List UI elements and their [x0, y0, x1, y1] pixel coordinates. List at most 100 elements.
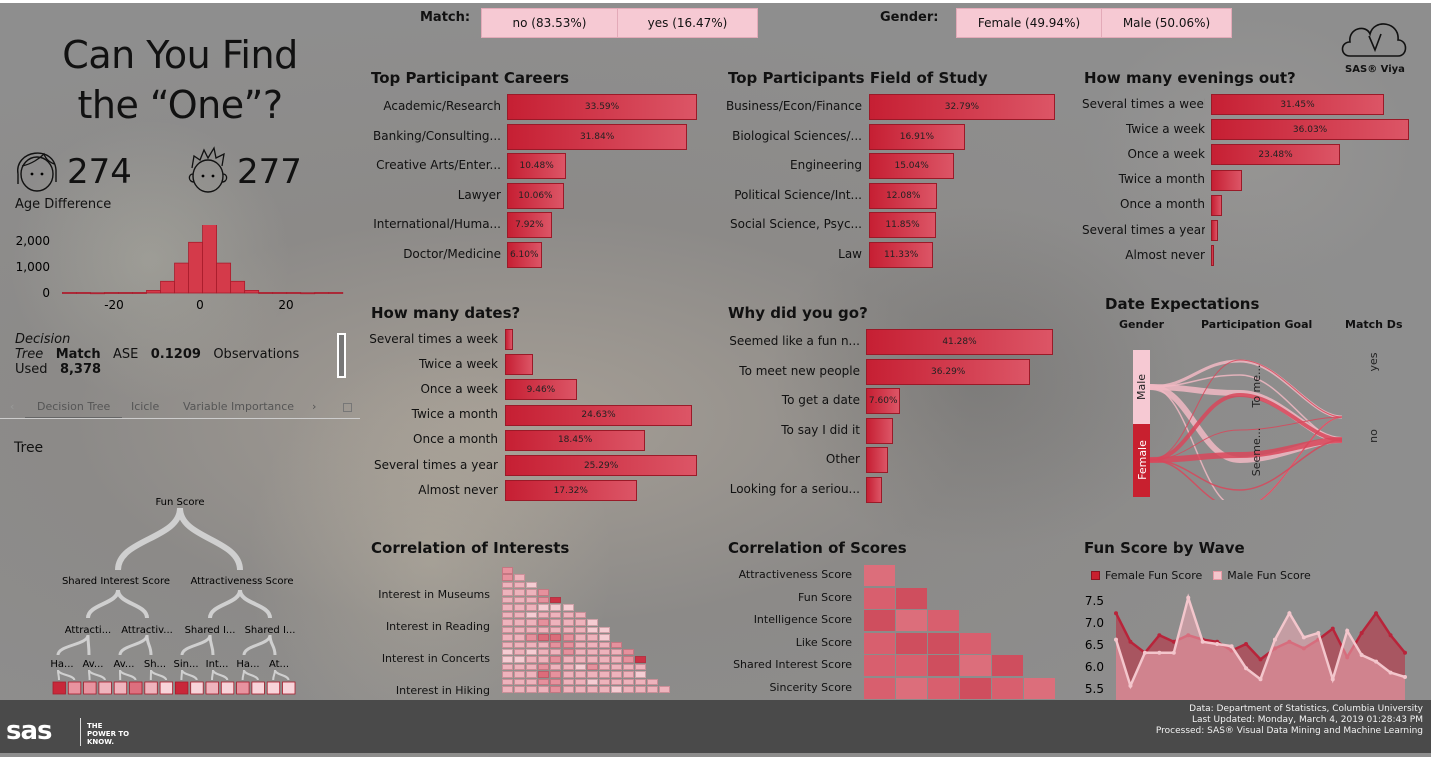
gender-filter-female[interactable]: Female (49.94%) [956, 8, 1102, 38]
scores-heat-cell[interactable] [928, 677, 959, 699]
interests-heat-cell[interactable] [538, 671, 550, 678]
interests-heat-cell[interactable] [550, 611, 562, 619]
fun-point[interactable] [1374, 659, 1379, 664]
interests-heat-cell[interactable] [526, 656, 538, 663]
interests-heat-cell[interactable] [635, 663, 647, 671]
fun-point[interactable] [1200, 639, 1205, 644]
interests-heat-cell[interactable] [586, 686, 598, 693]
scores-heat-cell[interactable] [864, 587, 895, 609]
careers-bar[interactable]: 33.59% [507, 94, 698, 120]
scores-heat-cell[interactable] [960, 632, 991, 654]
interests-heat-cell[interactable] [623, 686, 634, 693]
sankey-flow[interactable] [1149, 437, 1343, 463]
interests-heat-cell[interactable] [574, 619, 586, 626]
interests-heat-cell[interactable] [502, 656, 513, 663]
interests-heat-cell[interactable] [538, 634, 550, 641]
interests-heat-cell[interactable] [574, 611, 586, 619]
interests-heat-cell[interactable] [574, 671, 586, 678]
tree-leaf[interactable] [236, 681, 250, 695]
interests-heat-cell[interactable] [502, 589, 513, 596]
interests-heat-cell[interactable] [647, 678, 659, 686]
interests-heat-cell[interactable] [647, 686, 659, 693]
tree-node[interactable]: Shared I... [245, 625, 296, 636]
evenings-bar[interactable] [1211, 245, 1214, 267]
interests-heat-cell[interactable] [635, 656, 647, 663]
interests-heat-cell[interactable] [526, 611, 538, 619]
interests-heat-cell[interactable] [635, 678, 647, 686]
interests-heat-cell[interactable] [586, 634, 598, 641]
interests-heat-cell[interactable] [659, 686, 671, 693]
interests-heat-cell[interactable] [550, 671, 562, 678]
interests-heat-cell[interactable] [514, 663, 526, 671]
interests-heat-cell[interactable] [586, 656, 598, 663]
interests-heat-cell[interactable] [502, 604, 513, 611]
tree-node[interactable]: Sin... [174, 659, 199, 670]
tree-leaf[interactable] [220, 681, 235, 695]
interests-heat-cell[interactable] [538, 596, 550, 604]
tab-prev-arrow[interactable]: ‹ [10, 400, 15, 413]
fun-point[interactable] [1244, 642, 1249, 646]
interests-heat-cell[interactable] [623, 663, 634, 671]
sankey-flow[interactable] [1149, 439, 1343, 491]
scores-heat-cell[interactable] [896, 655, 927, 676]
interests-heat-cell[interactable] [574, 656, 586, 663]
interests-heat-cell[interactable] [550, 596, 562, 604]
tree-leaf[interactable] [190, 681, 204, 695]
scores-heat-cell[interactable] [992, 655, 1023, 676]
interests-heat-cell[interactable] [574, 634, 586, 641]
fun-point[interactable] [1374, 611, 1379, 616]
fun-point[interactable] [1359, 631, 1364, 635]
tree-node[interactable]: Shared Interest Score [62, 576, 170, 587]
interests-heat-cell[interactable] [550, 663, 562, 671]
tree-node[interactable]: Ha... [236, 659, 259, 670]
decision-tree[interactable]: Fun Score Shared Interest Score Attractive… [40, 490, 320, 700]
interests-heat-cell[interactable] [610, 648, 622, 656]
interests-heat-cell[interactable] [574, 686, 586, 693]
field-bar[interactable]: 12.08% [869, 182, 938, 209]
fun-point[interactable] [1258, 657, 1263, 662]
interests-heat-cell[interactable] [623, 648, 634, 656]
dates-bar[interactable] [505, 354, 534, 376]
evenings-bar[interactable] [1211, 194, 1222, 216]
sankey-node-female[interactable] [1133, 424, 1150, 497]
fun-point[interactable] [1128, 683, 1133, 688]
fun-point[interactable] [1388, 633, 1393, 638]
interests-heat-cell[interactable] [623, 671, 634, 678]
interests-heat-cell[interactable] [514, 678, 526, 686]
careers-bar[interactable]: 10.48% [507, 153, 567, 179]
why-bar[interactable] [866, 417, 894, 444]
interests-heat-cell[interactable] [514, 619, 526, 626]
interests-heat-cell[interactable] [526, 589, 538, 596]
tree-leaf[interactable] [98, 681, 112, 695]
why-bar[interactable]: 41.28% [866, 329, 1053, 355]
tree-leaf[interactable] [144, 681, 158, 695]
interests-heat-cell[interactable] [586, 626, 598, 634]
interests-heat-cell[interactable] [538, 656, 550, 663]
dates-bar[interactable] [505, 329, 514, 350]
interests-heat-cell[interactable] [538, 663, 550, 671]
interests-heat-cell[interactable] [550, 634, 562, 641]
field-bar[interactable]: 15.04% [869, 153, 955, 179]
interests-heat-cell[interactable] [550, 686, 562, 693]
interests-heat-cell[interactable] [538, 641, 550, 648]
interests-heat-cell[interactable] [502, 686, 513, 693]
sankey-flow[interactable] [1149, 416, 1343, 500]
interests-heat-cell[interactable] [610, 686, 622, 693]
interests-heat-cell[interactable] [514, 611, 526, 619]
fun-point[interactable] [1244, 666, 1249, 671]
scores-heat-cell[interactable] [1024, 677, 1055, 699]
interests-heat-cell[interactable] [574, 678, 586, 686]
fun-point[interactable] [1114, 611, 1118, 616]
interests-heat-cell[interactable] [550, 619, 562, 626]
interests-heat-cell[interactable] [550, 648, 562, 656]
interests-heat-cell[interactable] [514, 656, 526, 663]
interests-heat-cell[interactable] [562, 686, 574, 693]
interests-heat-cell[interactable] [598, 663, 610, 671]
interests-heat-cell[interactable] [538, 678, 550, 686]
dates-bar[interactable]: 18.45% [505, 429, 646, 451]
interests-heat-cell[interactable] [526, 626, 538, 634]
interests-heat-cell[interactable] [538, 589, 550, 596]
fun-point[interactable] [1215, 642, 1220, 646]
fun-point[interactable] [1388, 670, 1393, 675]
maximize-icon[interactable] [343, 403, 352, 412]
